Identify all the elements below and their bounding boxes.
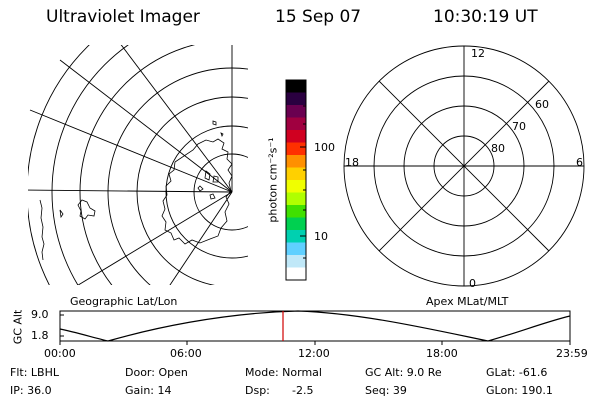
- gain-info: Gain: 14: [125, 384, 172, 397]
- mlat-label-80: 80: [491, 142, 505, 155]
- time-label: 10:30:19 UT: [433, 7, 538, 27]
- colorbar-band: [286, 230, 306, 243]
- colorbar-unit-label: photon cm⁻²s⁻¹: [266, 137, 280, 223]
- colorbar-band: [286, 167, 306, 181]
- altitude-ylabel: GC Alt: [11, 309, 25, 345]
- altitude-ytick-9: 9.0: [31, 308, 49, 321]
- altitude-xtick-1200: 12:00: [298, 347, 330, 360]
- colorbar-band: [286, 142, 306, 156]
- colorbar-label-100: 100: [314, 141, 335, 154]
- altitude-plot: [59, 310, 571, 345]
- altitude-curve: [59, 310, 571, 342]
- ip-info: IP: 36.0: [10, 384, 52, 397]
- geographic-panel-label: Geographic Lat/Lon: [70, 295, 178, 308]
- coastlines: [39, 120, 233, 261]
- geographic-map: [28, 45, 248, 285]
- dsp-label: Dsp:: [245, 384, 270, 397]
- colorbar-band: [286, 242, 306, 256]
- colorbar-band: [286, 130, 306, 143]
- colorbar-frame: [285, 79, 307, 281]
- mlt-label-0: 0: [469, 277, 476, 290]
- mlt-label-18: 18: [345, 156, 359, 169]
- apex-panel-label: Apex MLat/MLT: [426, 295, 509, 308]
- colorbar-band: [286, 255, 306, 268]
- colorbar-band: [286, 205, 306, 218]
- altitude-xtick-0600: 06:00: [170, 347, 202, 360]
- colorbar-band: [286, 155, 306, 168]
- altitude-ytick-1-8: 1.8: [31, 329, 49, 342]
- date-label: 15 Sep 07: [275, 7, 362, 27]
- glon-info: GLon: 190.1: [486, 384, 553, 397]
- colorbar-band: [286, 105, 306, 118]
- colorbar-band: [286, 80, 306, 93]
- mlat-label-60: 60: [535, 98, 549, 111]
- glat-info: GLat: -61.6: [486, 366, 548, 379]
- altitude-plot-frame: [59, 310, 571, 342]
- colorbar-band: [286, 267, 306, 281]
- colorbar-label-10: 10: [314, 230, 328, 243]
- colorbar-band: [286, 192, 306, 206]
- altitude-xtick-0000: 00:00: [44, 347, 76, 360]
- gc-alt-info: GC Alt: 9.0 Re: [365, 366, 442, 379]
- altitude-xtick-1800: 18:00: [426, 347, 458, 360]
- mlat-mlt-polar: [343, 45, 585, 287]
- polar-diagonal-2: [378, 80, 550, 252]
- dsp-value: -2.5: [292, 384, 314, 397]
- mode-info: Mode: Normal: [245, 366, 322, 379]
- filter-info: Flt: LBHL: [10, 366, 59, 379]
- door-info: Door: Open: [125, 366, 188, 379]
- mlt-label-12: 12: [471, 47, 485, 60]
- mlt-label-6: 6: [576, 156, 583, 169]
- colorbar-band: [286, 92, 306, 106]
- colorbar-band: [286, 180, 306, 193]
- longitude-lines: [28, 45, 233, 285]
- instrument-title: Ultraviolet Imager: [46, 7, 200, 27]
- colorbar-band: [286, 117, 306, 131]
- colorbar-bands: [286, 80, 306, 281]
- colorbar-band: [286, 217, 306, 231]
- seq-info: Seq: 39: [365, 384, 407, 397]
- colorbar: [285, 79, 307, 281]
- mlat-label-70: 70: [512, 120, 526, 133]
- altitude-xtick-2359: 23:59: [556, 347, 588, 360]
